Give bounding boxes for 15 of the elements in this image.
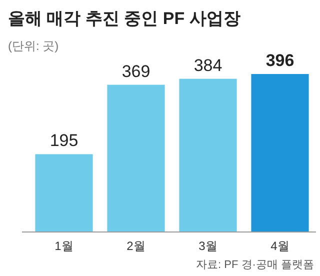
bar: [35, 154, 93, 232]
data-label: 195: [50, 131, 78, 150]
data-label: 384: [194, 56, 222, 75]
x-tick-label: 4월: [270, 239, 290, 253]
data-label: 396: [266, 51, 294, 70]
x-tick-label: 1월: [54, 239, 74, 253]
x-tick-label: 3월: [198, 239, 218, 253]
chart-subtitle: (단위: 곳): [8, 39, 59, 53]
bar: [251, 74, 309, 232]
x-tick-label: 2월: [126, 239, 146, 253]
chart-title: 올해 매각 추진 중인 PF 사업장: [8, 9, 240, 28]
data-label: 369: [122, 62, 150, 81]
bar: [107, 84, 165, 232]
bar: [179, 78, 237, 232]
text: 자료: PF 경·공매 플랫폼: [196, 259, 314, 271]
